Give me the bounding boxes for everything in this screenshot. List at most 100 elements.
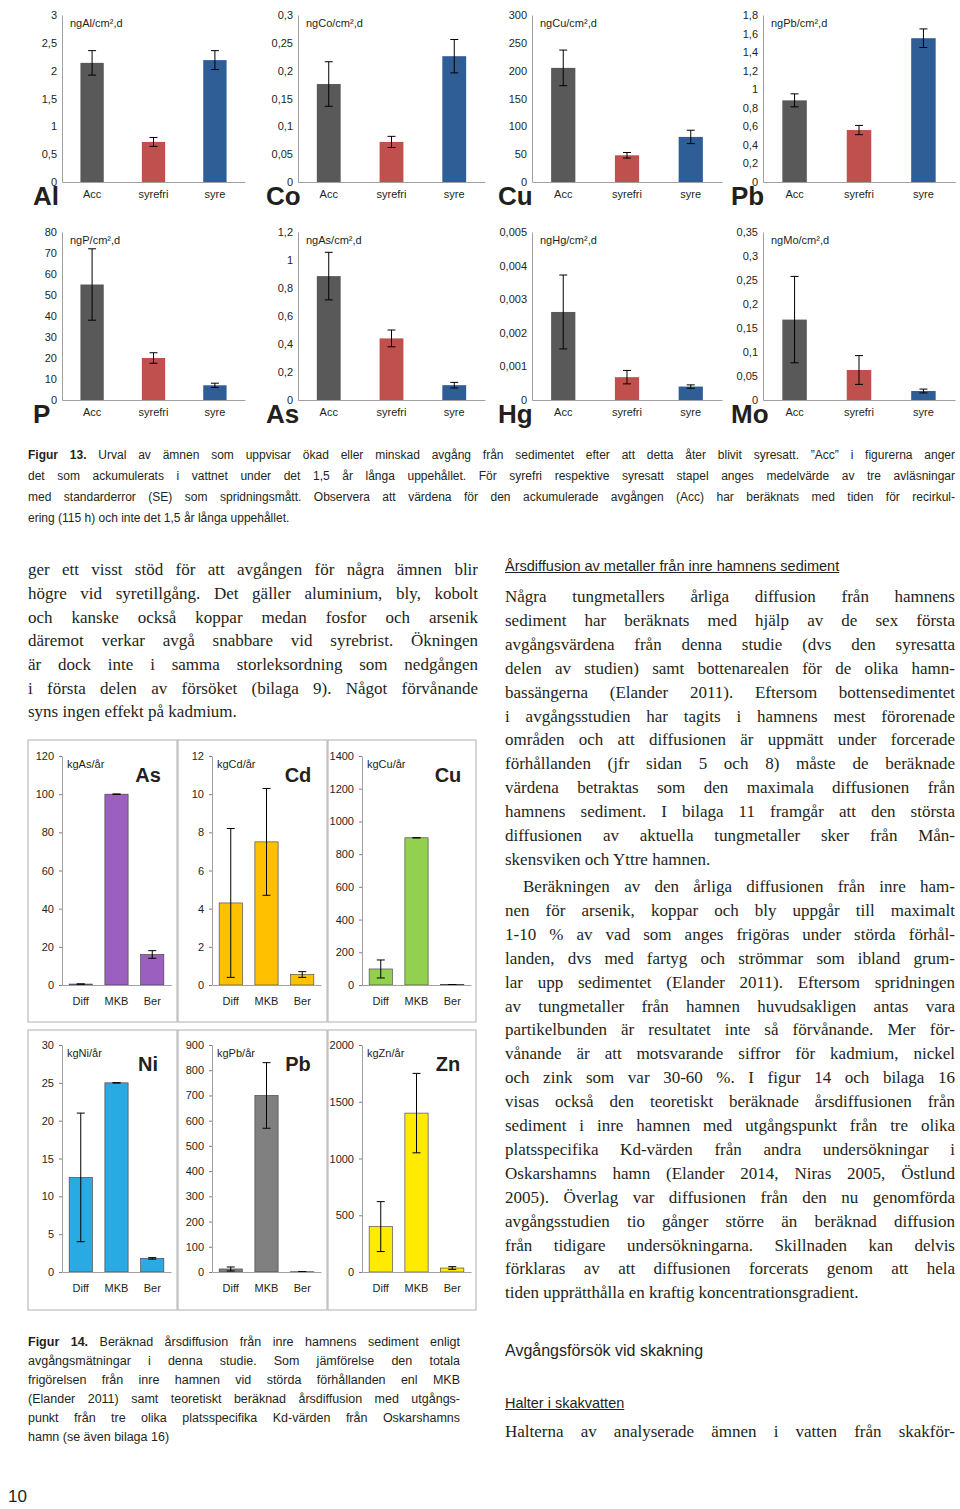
error-bar-cap	[450, 387, 458, 388]
x-tick: syrefri	[612, 400, 642, 418]
x-tick-label: MKB	[105, 1282, 129, 1294]
y-tick: 2	[51, 65, 62, 77]
y-tick: 0,05	[737, 370, 763, 382]
error-bar-cap	[791, 93, 799, 94]
x-tick: Ber	[294, 985, 311, 1007]
caption-line: ering (115 h) och inte det 1,5 år långa …	[28, 508, 955, 529]
y-tick: 1,2	[278, 226, 298, 238]
x-axis: Accsyrefrisyre	[533, 400, 723, 418]
body-text-line: sediment har beräknats med hjälp av de s…	[505, 609, 955, 633]
error-bar-stem	[690, 385, 691, 388]
x-tick: Ber	[144, 1272, 161, 1294]
y-tick: 8	[198, 826, 212, 838]
error-bar-cap	[919, 28, 927, 29]
chart-title: Cd	[285, 764, 312, 786]
y-tick: 60	[45, 268, 62, 280]
x-tick-label: syre	[444, 188, 465, 200]
x-tick-label: Diff	[373, 1282, 390, 1294]
x-tick-label: syre	[680, 188, 701, 200]
y-tick: 0,8	[278, 282, 298, 294]
error-bar	[559, 275, 567, 349]
y-tick: 0,1	[743, 346, 763, 358]
error-bar	[298, 972, 306, 978]
section-heading: Årsdiffusion av metaller från inre hamne…	[505, 558, 839, 574]
y-tick: 50	[515, 148, 532, 160]
y-tick: 300	[186, 1190, 212, 1202]
unit-label: kgZn/år	[367, 1047, 405, 1059]
body-text-line: syns ingen effekt på kadmium.	[28, 700, 478, 724]
bar-chart: 01020304050607080AccsyrefrisyrengP/cm²,d…	[33, 226, 246, 429]
panel-frame	[178, 740, 327, 1022]
error-bar	[325, 62, 333, 107]
x-tick: MKB	[405, 1272, 429, 1294]
x-tick: Acc	[83, 400, 102, 418]
body-text-line: landen, dvs med fartyg och strömmar som …	[505, 947, 955, 971]
x-tick: Diff	[373, 1272, 390, 1294]
y-tick-label: 2,5	[42, 37, 57, 49]
y-tick-mark	[359, 952, 362, 953]
unit-label: ngAl/cm²,d	[70, 17, 123, 29]
x-tick-label: Acc	[320, 406, 339, 418]
y-tick-label: 70	[45, 247, 57, 259]
y-tick: 20	[42, 941, 62, 953]
chart-title: Hg	[498, 399, 533, 429]
error-bar-stem	[328, 252, 329, 300]
chart-title: Zn	[436, 1053, 460, 1075]
error-bar-stem	[153, 137, 154, 146]
y-axis-line	[763, 233, 764, 401]
x-tick-label: Diff	[373, 995, 390, 1007]
x-tick-label: syrefri	[612, 188, 642, 200]
y-tick-mark	[59, 1083, 62, 1084]
x-axis: Accsyrefrisyre	[764, 400, 956, 418]
x-axis-line	[764, 182, 956, 183]
bar-chart: 050100150200250300AccsyrefrisyrengCu/cm²…	[498, 9, 723, 211]
body-text-line: 1-10 % av vad som anges frigöras under s…	[505, 923, 955, 947]
x-tick: syre	[913, 182, 934, 200]
bar-chart: 0500100015002000DiffMKBBerkgZn/årZn	[328, 1030, 476, 1310]
y-tick-label: 1	[51, 120, 57, 132]
y-tick-mark	[59, 832, 62, 833]
x-axis-line	[764, 400, 956, 401]
error-bar-stem	[794, 94, 795, 107]
error-bar-stem	[923, 389, 924, 393]
bar	[142, 142, 165, 182]
y-tick-label: 1,4	[743, 46, 758, 58]
y-tick-label: 0,3	[278, 9, 293, 21]
plot-area	[69, 794, 164, 985]
y-tick-label: 1	[752, 83, 758, 95]
error-bar-cap	[263, 1128, 271, 1129]
error-bar-stem	[859, 125, 860, 134]
y-tick: 1	[752, 83, 763, 95]
body-text-line: däremot verkar avgå snabbare vid syrebri…	[28, 629, 478, 653]
y-tick-label: 0,5	[42, 148, 57, 160]
body-text-line: och kanske också koppar medan fosfor och…	[28, 606, 478, 630]
y-tick-label: 1,8	[743, 9, 758, 21]
error-bar-stem	[230, 1267, 231, 1271]
y-tick-mark	[209, 794, 212, 795]
y-tick-mark	[209, 1222, 212, 1223]
error-bar-cap	[88, 75, 96, 76]
bar-chart: 0200400600800100012001400DiffMKBBerkgCu/…	[328, 740, 476, 1022]
y-tick-label: 20	[45, 352, 57, 364]
error-bar	[148, 1258, 156, 1260]
unit-label: ngCu/cm²,d	[540, 17, 597, 29]
error-bar-stem	[214, 51, 215, 70]
body-text-line: områden och att diffusionen är uppmätt u…	[505, 728, 955, 752]
y-tick: 0,6	[743, 120, 763, 132]
y-tick-mark	[59, 1234, 62, 1235]
error-bar-stem	[214, 383, 215, 387]
bar	[679, 137, 703, 182]
y-tick-label: 0,3	[743, 250, 758, 262]
x-tick-label: Diff	[73, 1282, 90, 1294]
chart-title: Ni	[138, 1053, 158, 1075]
y-tick: 20	[45, 352, 62, 364]
y-axis: 051015202530	[42, 1039, 63, 1278]
x-tick: Acc	[83, 182, 102, 200]
x-axis-line	[533, 182, 723, 183]
y-tick-label: 0,2	[278, 366, 293, 378]
caption-line: punkt från tre olika platsspecifika Kd-v…	[28, 1409, 460, 1428]
plot-area	[551, 50, 703, 182]
x-axis-line	[299, 182, 486, 183]
caption-line: hamn (se även bilaga 16)	[28, 1428, 460, 1447]
error-bar-cap	[623, 152, 631, 153]
